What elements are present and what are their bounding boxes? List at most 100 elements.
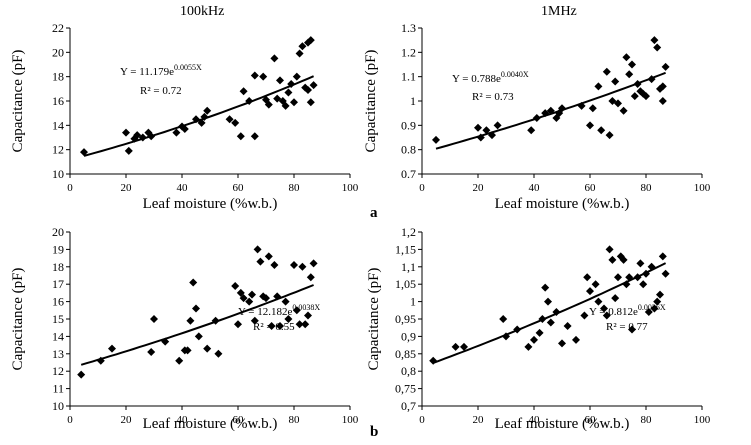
y-tick-label-b-100khz: 18	[52, 260, 64, 274]
x-tick-label-b-100khz: 100	[342, 414, 359, 426]
data-point-a-100khz	[80, 148, 88, 157]
x-tick-label-a-1mhz: 80	[641, 182, 653, 194]
data-point-b-1mhz	[614, 273, 622, 282]
y-tick-label-a-1mhz: 1.2	[401, 45, 416, 59]
x-tick-label-b-1mhz: 20	[473, 414, 485, 426]
r-squared-a-1mhz: R² = 0.73	[472, 91, 514, 103]
data-point-b-1mhz	[658, 252, 667, 261]
data-point-a-100khz	[192, 115, 200, 124]
data-point-a-1mhz	[633, 79, 642, 88]
x-axis-label-a-100khz: Leaf moisture (%w.b.)	[143, 196, 278, 212]
data-point-a-1mhz	[586, 121, 594, 130]
data-point-a-1mhz	[493, 121, 502, 130]
data-point-a-100khz	[264, 100, 273, 109]
y-tick-label-b-1mhz: 0,95	[395, 312, 416, 326]
data-point-a-100khz	[281, 101, 290, 110]
data-point-b-1mhz	[429, 356, 438, 365]
x-tick-label-b-1mhz: 60	[585, 414, 597, 426]
data-point-b-1mhz	[583, 273, 592, 282]
data-point-a-100khz	[133, 131, 142, 140]
data-point-b-1mhz	[591, 280, 600, 289]
trend-equation-a-1mhz: Y = 0.788e0.0040X	[452, 70, 529, 85]
data-point-b-1mhz	[647, 262, 656, 271]
data-point-b-100khz	[309, 259, 318, 268]
data-point-a-100khz	[304, 86, 312, 95]
data-point-b-100khz	[270, 261, 279, 270]
r-squared-b-1mhz: R² = 0.77	[606, 321, 648, 333]
data-point-a-1mhz	[642, 92, 650, 101]
data-point-b-1mhz	[451, 342, 460, 351]
y-tick-label-b-100khz: 10	[52, 399, 64, 413]
data-point-a-100khz	[172, 128, 181, 137]
data-point-a-100khz	[287, 79, 296, 88]
data-point-b-100khz	[214, 349, 223, 358]
data-point-b-1mhz	[656, 290, 664, 299]
data-point-b-1mhz	[600, 304, 608, 313]
data-point-a-1mhz	[594, 82, 603, 91]
data-point-a-1mhz	[658, 82, 667, 91]
y-tick-label-b-100khz: 17	[52, 277, 64, 291]
data-point-a-1mhz	[619, 106, 628, 115]
data-point-a-1mhz	[532, 114, 541, 123]
data-point-b-1mhz	[650, 304, 659, 313]
data-point-a-1mhz	[605, 131, 614, 140]
data-point-a-1mhz	[622, 53, 631, 62]
x-tick-label-b-1mhz: 100	[694, 414, 711, 426]
data-point-b-100khz	[253, 245, 262, 254]
y-tick-label-b-1mhz: 0,7	[401, 399, 416, 413]
data-point-a-100khz	[309, 81, 318, 90]
data-point-b-1mhz	[586, 287, 594, 296]
data-point-a-100khz	[298, 42, 307, 51]
x-tick-label-a-100khz: 100	[342, 182, 359, 194]
data-point-a-1mhz	[488, 131, 496, 140]
data-point-b-1mhz	[546, 318, 555, 327]
data-point-a-100khz	[225, 115, 234, 124]
y-tick-label-b-1mhz: 0,8	[401, 364, 416, 378]
data-point-b-1mhz	[530, 335, 538, 344]
data-point-b-100khz	[96, 356, 105, 365]
y-tick-label-a-1mhz: 0.8	[401, 143, 416, 157]
x-tick-label-a-100khz: 20	[121, 182, 133, 194]
data-point-b-100khz	[248, 290, 256, 299]
y-tick-label-b-100khz: 15	[52, 312, 64, 326]
data-point-b-100khz	[290, 261, 298, 270]
data-point-a-100khz	[250, 71, 259, 80]
data-point-b-1mhz	[653, 297, 662, 306]
data-point-a-1mhz	[577, 101, 586, 110]
x-tick-label-b-1mhz: 40	[529, 414, 541, 426]
data-point-b-100khz	[264, 252, 273, 261]
data-point-b-1mhz	[552, 308, 561, 317]
x-tick-label-b-100khz: 0	[67, 414, 73, 426]
data-point-b-100khz	[189, 278, 198, 287]
data-point-b-100khz	[281, 297, 290, 306]
trend-equation-a-100khz: Y = 11.179e0.0055X	[120, 63, 202, 78]
y-axis-label-b-100khz: Capacitance (pF)	[10, 268, 26, 371]
data-point-a-1mhz	[597, 126, 606, 135]
data-point-b-1mhz	[541, 283, 550, 292]
data-point-a-100khz	[250, 132, 259, 141]
data-point-b-1mhz	[580, 311, 589, 320]
data-point-b-100khz	[77, 370, 86, 379]
trendline-a-100khz	[83, 75, 315, 157]
data-point-a-1mhz	[432, 135, 440, 144]
data-point-b-100khz	[276, 321, 284, 330]
x-tick-label-b-100khz: 60	[233, 414, 245, 426]
x-tick-label-a-100khz: 40	[177, 182, 189, 194]
data-point-b-1mhz	[625, 273, 634, 282]
data-point-a-100khz	[259, 72, 268, 81]
x-tick-label-a-100khz: 0	[67, 182, 73, 194]
y-tick-label-a-100khz: 22	[52, 21, 64, 35]
data-point-a-1mhz	[611, 77, 620, 86]
data-point-b-100khz	[108, 344, 116, 353]
data-point-b-100khz	[192, 304, 200, 313]
x-tick-label-a-1mhz: 20	[473, 182, 485, 194]
data-point-a-100khz	[276, 76, 284, 85]
y-tick-label-b-1mhz: 1,05	[395, 277, 416, 291]
trend-equation-b-1mhz: Y = 0.812e0.0036X	[589, 303, 666, 318]
data-point-b-100khz	[250, 316, 259, 325]
x-tick-label-b-100khz: 20	[121, 414, 133, 426]
y-tick-label-a-100khz: 16	[52, 94, 64, 108]
column-title-1mhz: 1MHz	[541, 4, 577, 19]
x-tick-label-a-1mhz: 40	[529, 182, 541, 194]
data-point-a-100khz	[306, 36, 315, 45]
